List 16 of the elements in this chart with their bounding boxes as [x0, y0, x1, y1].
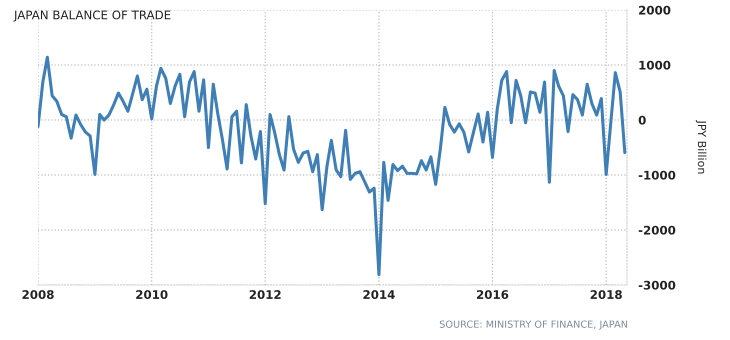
- y-tick-label: 2000: [639, 6, 670, 15]
- y-tick-label: -2000: [638, 226, 676, 235]
- x-tick-label: 2018: [590, 290, 622, 299]
- y-tick-label: 1000: [639, 60, 670, 70]
- y-axis-title: JPY Billion: [696, 120, 706, 174]
- x-tick-label: 2008: [22, 290, 54, 299]
- chart-title: JAPAN BALANCE OF TRADE: [13, 10, 170, 22]
- y-tick-label: -1000: [638, 170, 676, 180]
- x-tick-label: 2010: [136, 290, 168, 299]
- x-tick-label: 2016: [476, 290, 508, 299]
- source-note: SOURCE: MINISTRY OF FINANCE, JAPAN: [440, 320, 628, 330]
- x-tick-label: 2012: [250, 290, 281, 299]
- y-tick-label: 0: [638, 116, 646, 125]
- y-tick-label: -3000: [638, 280, 676, 290]
- line-series: [38, 56, 626, 276]
- x-tick-label: 2014: [363, 290, 395, 299]
